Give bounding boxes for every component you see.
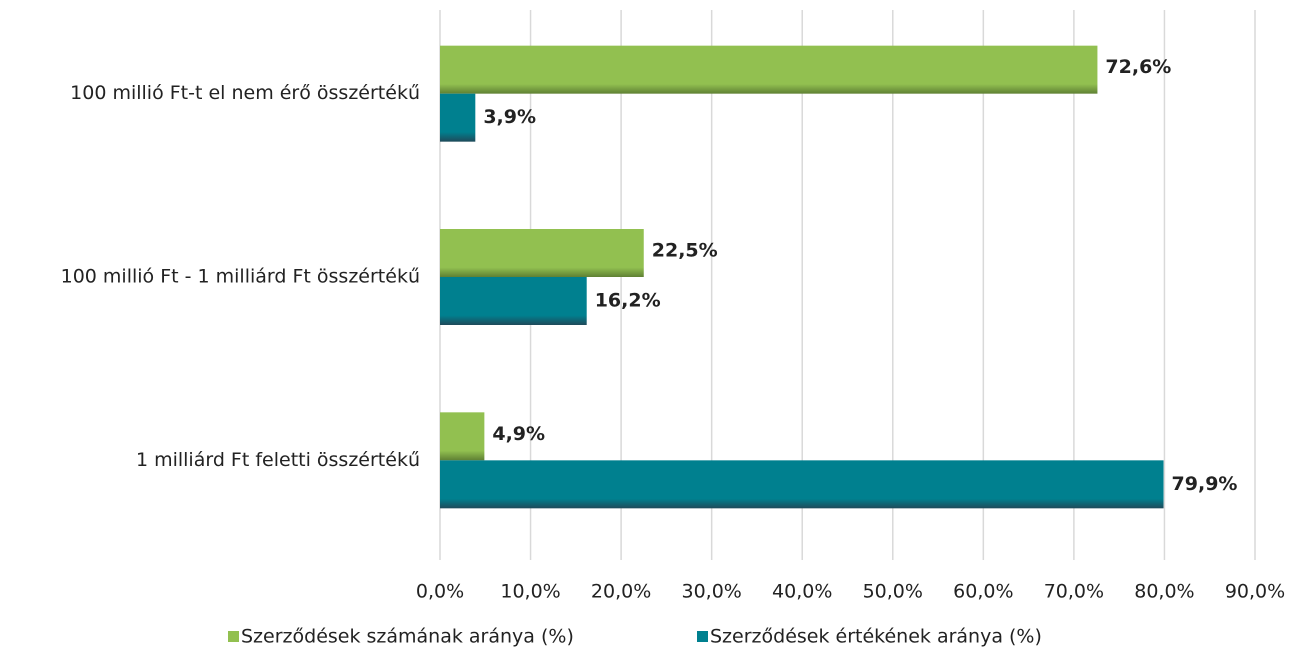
value-label: 4,9% bbox=[492, 423, 545, 445]
x-tick-label: 40,0% bbox=[772, 581, 832, 603]
bar bbox=[440, 93, 476, 142]
legend-label: Szerződések értékének aránya (%) bbox=[710, 626, 1042, 648]
value-label: 22,5% bbox=[652, 240, 718, 262]
y-tick-label: 100 millió Ft - 1 milliárd Ft összértékű bbox=[61, 266, 420, 288]
bar bbox=[440, 45, 1098, 94]
legend-marker bbox=[697, 631, 708, 642]
bar bbox=[440, 229, 644, 277]
value-label: 79,9% bbox=[1172, 473, 1238, 495]
bar bbox=[440, 277, 587, 325]
legend-label: Szerződések számának aránya (%) bbox=[241, 626, 574, 648]
value-label: 72,6% bbox=[1105, 56, 1171, 78]
x-tick-label: 20,0% bbox=[591, 581, 651, 603]
x-tick-label: 60,0% bbox=[953, 581, 1013, 603]
x-tick-label: 80,0% bbox=[1134, 581, 1194, 603]
legend-marker bbox=[228, 631, 239, 642]
x-tick-label: 90,0% bbox=[1225, 581, 1285, 603]
x-tick-label: 10,0% bbox=[500, 581, 560, 603]
y-tick-label: 100 millió Ft-t el nem érő összértékű bbox=[70, 82, 420, 104]
x-tick-label: 70,0% bbox=[1044, 581, 1104, 603]
y-tick-label: 1 milliárd Ft feletti összértékű bbox=[136, 449, 420, 471]
bar bbox=[440, 412, 485, 461]
x-tick-label: 30,0% bbox=[681, 581, 741, 603]
bar bbox=[440, 460, 1164, 509]
value-label: 3,9% bbox=[483, 106, 536, 128]
x-tick-label: 0,0% bbox=[416, 581, 464, 603]
x-tick-label: 50,0% bbox=[863, 581, 923, 603]
value-label: 16,2% bbox=[595, 290, 661, 312]
